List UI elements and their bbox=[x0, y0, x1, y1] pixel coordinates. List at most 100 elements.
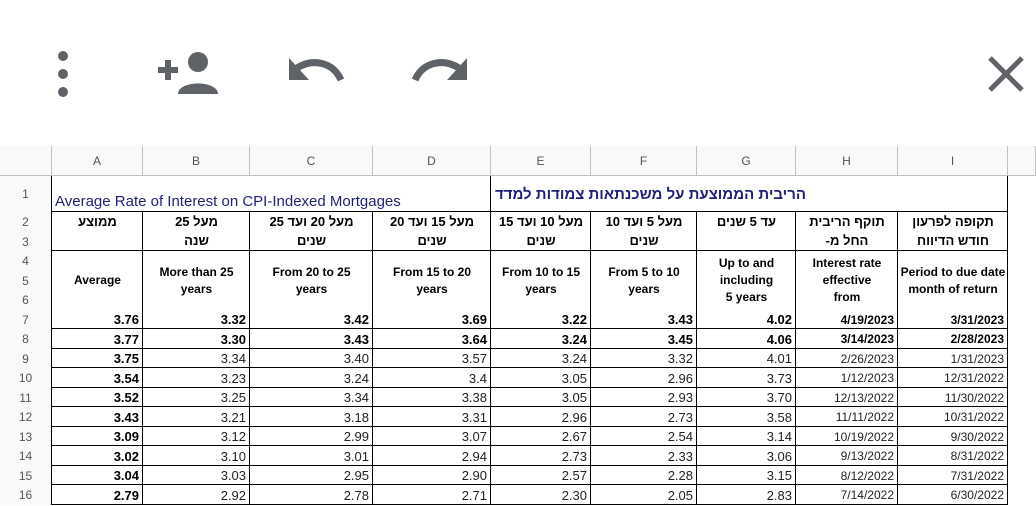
row-header-5[interactable]: 5 bbox=[0, 271, 52, 290]
data-cell[interactable]: 3.23 bbox=[220, 370, 246, 386]
data-cell[interactable]: 3.54 bbox=[113, 370, 139, 386]
column-header-f[interactable]: F bbox=[591, 146, 697, 176]
data-cell[interactable]: 3.01 bbox=[343, 448, 369, 464]
data-cell[interactable]: 3.05 bbox=[561, 390, 587, 405]
close-icon[interactable] bbox=[974, 44, 1036, 104]
data-cell[interactable]: 11/30/2022 bbox=[944, 390, 1004, 405]
data-cell[interactable]: 3.38 bbox=[461, 390, 487, 405]
data-cell[interactable]: 3.45 bbox=[667, 331, 693, 347]
row-header-14[interactable]: 14 bbox=[0, 446, 52, 466]
data-cell[interactable]: 3.09 bbox=[113, 429, 139, 444]
row-header-2[interactable]: 2 bbox=[0, 212, 52, 232]
data-cell[interactable]: 3.77 bbox=[113, 331, 139, 347]
data-cell[interactable]: 6/30/2022 bbox=[950, 488, 1004, 502]
data-cell[interactable]: 3.21 bbox=[220, 409, 246, 425]
data-cell[interactable]: 3.52 bbox=[113, 390, 139, 405]
data-cell[interactable]: 1/12/2023 bbox=[840, 371, 894, 385]
data-cell[interactable]: 2.90 bbox=[461, 468, 487, 483]
data-cell[interactable]: 2.93 bbox=[667, 390, 693, 405]
data-cell[interactable]: 3.14 bbox=[766, 429, 792, 444]
column-header-g[interactable]: G bbox=[697, 146, 796, 176]
column-header-d[interactable]: D bbox=[373, 146, 491, 176]
data-cell[interactable]: 3.42 bbox=[343, 312, 369, 327]
data-cell[interactable]: 2.54 bbox=[667, 429, 693, 444]
data-cell[interactable]: 3.43 bbox=[667, 312, 693, 327]
data-cell[interactable]: 3.58 bbox=[766, 409, 792, 425]
data-cell[interactable]: 3.02 bbox=[113, 448, 139, 464]
data-cell[interactable]: 3.30 bbox=[220, 331, 246, 347]
data-cell[interactable]: 2.79 bbox=[113, 487, 139, 503]
data-cell[interactable]: 3.12 bbox=[220, 429, 246, 444]
row-header-8[interactable]: 8 bbox=[0, 329, 52, 349]
column-header-c[interactable]: C bbox=[250, 146, 373, 176]
row-header-12[interactable]: 12 bbox=[0, 407, 52, 427]
row-header-7[interactable]: 7 bbox=[0, 310, 52, 329]
data-cell[interactable]: 2.30 bbox=[561, 487, 587, 503]
data-cell[interactable]: 3/31/2023 bbox=[950, 312, 1004, 327]
data-cell[interactable]: 11/11/2022 bbox=[835, 410, 894, 424]
data-cell[interactable]: 2.67 bbox=[561, 429, 587, 444]
row-header-9[interactable]: 9 bbox=[0, 349, 52, 368]
data-cell[interactable]: 4.01 bbox=[766, 351, 792, 366]
data-cell[interactable]: 3.64 bbox=[461, 331, 487, 347]
data-cell[interactable]: 1/31/2023 bbox=[950, 351, 1004, 366]
data-cell[interactable]: 7/14/2022 bbox=[840, 488, 894, 502]
data-cell[interactable]: 3.31 bbox=[461, 409, 487, 425]
column-header-h[interactable]: H bbox=[796, 146, 898, 176]
data-cell[interactable]: 4/19/2023 bbox=[840, 312, 894, 327]
data-cell[interactable]: 2.92 bbox=[220, 487, 246, 503]
data-cell[interactable]: 8/31/2022 bbox=[950, 449, 1004, 463]
data-cell[interactable]: 3.04 bbox=[113, 468, 139, 483]
data-cell[interactable]: 2.28 bbox=[667, 468, 693, 483]
data-cell[interactable]: 8/12/2022 bbox=[840, 468, 894, 483]
data-cell[interactable]: 7/31/2022 bbox=[950, 468, 1004, 483]
data-cell[interactable]: 9/13/2022 bbox=[840, 449, 894, 463]
data-cell[interactable]: 3.4 bbox=[468, 370, 487, 386]
row-header-10[interactable]: 10 bbox=[0, 368, 52, 388]
data-cell[interactable]: 3.32 bbox=[667, 351, 693, 366]
spreadsheet-grid[interactable]: A B C D E F G H I 1 2 3 4 5 6 7 8 9 10 11 12 13 14 15 16 Average … bbox=[0, 146, 1036, 506]
data-cell[interactable]: 3.76 bbox=[113, 312, 139, 327]
undo-icon[interactable] bbox=[283, 44, 347, 104]
data-cell[interactable]: 2.96 bbox=[667, 370, 693, 386]
select-all-corner[interactable] bbox=[0, 146, 52, 176]
data-cell[interactable]: 2.73 bbox=[561, 448, 587, 464]
data-cell[interactable]: 3.18 bbox=[343, 409, 369, 425]
data-cell[interactable]: 3.34 bbox=[343, 390, 369, 405]
data-cell[interactable]: 2.83 bbox=[766, 487, 792, 503]
row-header-1[interactable]: 1 bbox=[0, 176, 52, 212]
data-cell[interactable]: 2/26/2023 bbox=[840, 351, 894, 366]
data-cell[interactable]: 2.33 bbox=[667, 448, 693, 464]
data-cell[interactable]: 2.78 bbox=[343, 487, 369, 503]
data-cell[interactable]: 3.32 bbox=[220, 312, 246, 327]
data-cell[interactable]: 2.95 bbox=[343, 468, 369, 483]
data-cell[interactable]: 4.02 bbox=[766, 312, 792, 327]
data-cell[interactable]: 3.07 bbox=[461, 429, 487, 444]
more-vert-icon[interactable] bbox=[31, 44, 95, 104]
data-cell[interactable]: 3.24 bbox=[343, 370, 369, 386]
data-cell[interactable]: 3.22 bbox=[561, 312, 587, 327]
column-header-a[interactable]: A bbox=[52, 146, 143, 176]
data-cell[interactable]: 3.69 bbox=[461, 312, 487, 327]
row-header-3[interactable]: 3 bbox=[0, 232, 52, 251]
data-cell[interactable]: 2.57 bbox=[561, 468, 587, 483]
data-cell[interactable]: 3.70 bbox=[766, 390, 792, 405]
row-header-16[interactable]: 16 bbox=[0, 485, 52, 505]
column-header-i[interactable]: I bbox=[898, 146, 1008, 176]
data-cell[interactable]: 3.15 bbox=[766, 468, 792, 483]
data-cell[interactable]: 2.96 bbox=[561, 409, 587, 425]
row-header-4[interactable]: 4 bbox=[0, 251, 52, 271]
data-cell[interactable]: 9/30/2022 bbox=[950, 429, 1004, 444]
data-cell[interactable]: 10/31/2022 bbox=[943, 410, 1004, 424]
data-cell[interactable]: 2.94 bbox=[461, 448, 487, 464]
data-cell[interactable]: 3.40 bbox=[343, 351, 369, 366]
data-cell[interactable]: 2/28/2023 bbox=[950, 332, 1004, 346]
data-cell[interactable]: 3.43 bbox=[113, 409, 139, 425]
row-header-6[interactable]: 6 bbox=[0, 290, 52, 310]
data-cell[interactable]: 3.24 bbox=[561, 331, 587, 347]
data-cell[interactable]: 2.71 bbox=[461, 487, 487, 503]
add-person-icon[interactable] bbox=[156, 44, 220, 104]
row-header-13[interactable]: 13 bbox=[0, 427, 52, 446]
data-cell[interactable]: 3.10 bbox=[220, 448, 246, 464]
column-header-b[interactable]: B bbox=[143, 146, 250, 176]
